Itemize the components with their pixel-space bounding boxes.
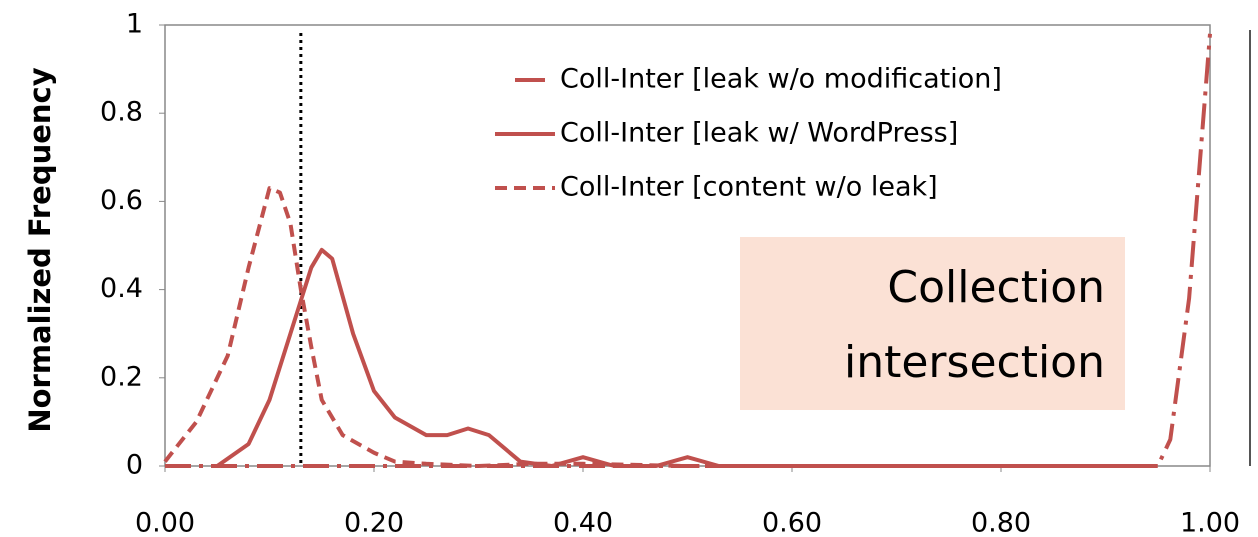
legend-label: Coll-Inter [leak w/o modification] <box>560 64 1002 95</box>
x-tick-label: 0.40 <box>553 508 613 537</box>
x-tick-label: 0.60 <box>762 508 822 537</box>
annotation-box <box>740 237 1125 410</box>
annotation: intersection <box>844 337 1105 388</box>
legend-label: Coll-Inter [content w/o leak] <box>560 172 938 203</box>
y-tick-label: 0.4 <box>100 273 143 304</box>
y-tick-label: 0.8 <box>100 97 143 128</box>
annotation: Collection <box>887 262 1105 313</box>
x-tick-label: 0.00 <box>135 508 195 537</box>
legend-label: Coll-Inter [leak w/ WordPress] <box>560 118 958 149</box>
series-line <box>163 186 792 468</box>
y-tick-label: 0 <box>126 450 143 481</box>
y-tick-label: 1 <box>126 9 143 40</box>
x-tick-label: 0.80 <box>971 508 1031 537</box>
y-axis-title: Normalized Frequency <box>23 67 57 432</box>
y-tick-label: 0.6 <box>100 185 143 216</box>
x-tick-label: 1.00 <box>1180 508 1240 537</box>
y-tick-label: 0.2 <box>100 361 143 392</box>
x-tick-label: 0.20 <box>344 508 404 537</box>
series-line <box>216 247 1158 468</box>
